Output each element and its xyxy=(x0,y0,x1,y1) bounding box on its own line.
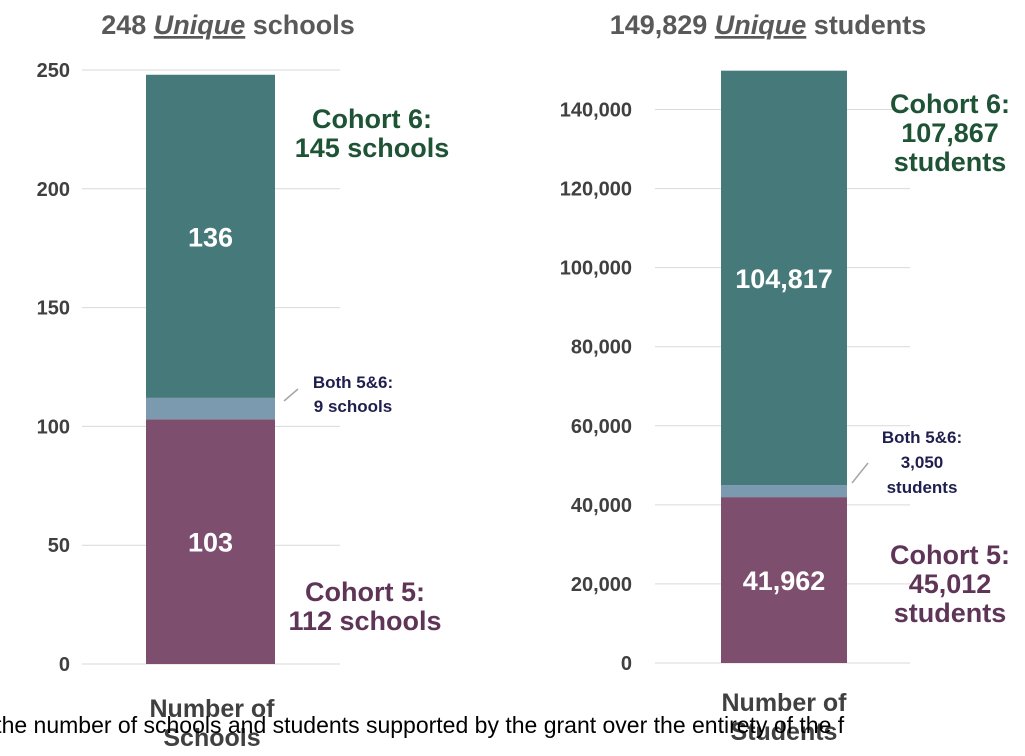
y-tick-label: 60,000 xyxy=(571,416,632,438)
annotation-both: 9 schools xyxy=(314,397,392,416)
annotation-both: students xyxy=(887,478,958,497)
annotation-cohort5: 45,012 xyxy=(909,569,992,599)
x-category-label: Students xyxy=(731,718,838,746)
data-label: 103 xyxy=(188,528,233,558)
annotation-both: Both 5&6: xyxy=(882,428,962,447)
y-tick-label: 20,000 xyxy=(571,574,632,596)
annotation-cohort6: students xyxy=(894,147,1007,177)
y-tick-label: 80,000 xyxy=(571,337,632,359)
x-category-label: Schools xyxy=(163,724,260,752)
annotation-cohort5: Cohort 5: xyxy=(890,540,1010,570)
chart-title-1: 149,829 Unique students xyxy=(610,10,927,40)
y-tick-label: 200 xyxy=(37,179,70,201)
y-tick-label: 250 xyxy=(37,60,70,82)
y-tick-label: 50 xyxy=(48,535,70,557)
y-tick-label: 0 xyxy=(621,653,632,675)
annotation-both: Both 5&6: xyxy=(313,373,393,392)
y-tick-label: 140,000 xyxy=(560,100,632,122)
data-label: 136 xyxy=(188,222,233,252)
y-tick-label: 100 xyxy=(37,416,70,438)
bar-segment xyxy=(721,497,847,663)
y-tick-label: 100,000 xyxy=(560,258,632,280)
annotation-cohort5: students xyxy=(894,598,1007,628)
caption-text: n the number of schools and students sup… xyxy=(0,712,845,738)
y-tick-label: 0 xyxy=(59,654,70,676)
annotation-cohort5: Cohort 5: xyxy=(305,577,425,607)
data-label: 41,962 xyxy=(743,566,826,596)
chart-title-part: 149,829 xyxy=(610,10,715,40)
x-category-label: Number of xyxy=(722,689,848,717)
bar-segment xyxy=(146,74,275,398)
data-label: 104,817 xyxy=(735,264,833,294)
bar-segment xyxy=(721,485,847,498)
annotation-cohort6: Cohort 6: xyxy=(890,89,1010,119)
y-tick-label: 120,000 xyxy=(560,179,632,201)
y-tick-label: 150 xyxy=(37,298,70,320)
annotation-both: 3,050 xyxy=(901,453,944,472)
chart-title-part: 248 xyxy=(101,10,154,40)
x-category-label: Number of xyxy=(150,695,276,723)
chart-title-part: students xyxy=(806,10,926,40)
chart-title-part: schools xyxy=(245,10,355,40)
chart-title-part: Unique xyxy=(154,10,246,40)
y-tick-label: 40,000 xyxy=(571,495,632,517)
annotation-cohort6: 145 schools xyxy=(295,133,450,163)
bar-segment xyxy=(146,419,275,664)
chart-title-0: 248 Unique schools xyxy=(101,10,355,40)
annotation-cohort5: 112 schools xyxy=(288,606,441,636)
leader-line xyxy=(851,462,869,484)
leader-line xyxy=(283,388,299,402)
chart-title-part: Unique xyxy=(715,10,807,40)
annotation-cohort6: 107,867 xyxy=(901,118,999,148)
annotation-cohort6: Cohort 6: xyxy=(312,104,432,134)
bar-segment xyxy=(146,397,275,420)
bar-segment xyxy=(721,70,847,486)
